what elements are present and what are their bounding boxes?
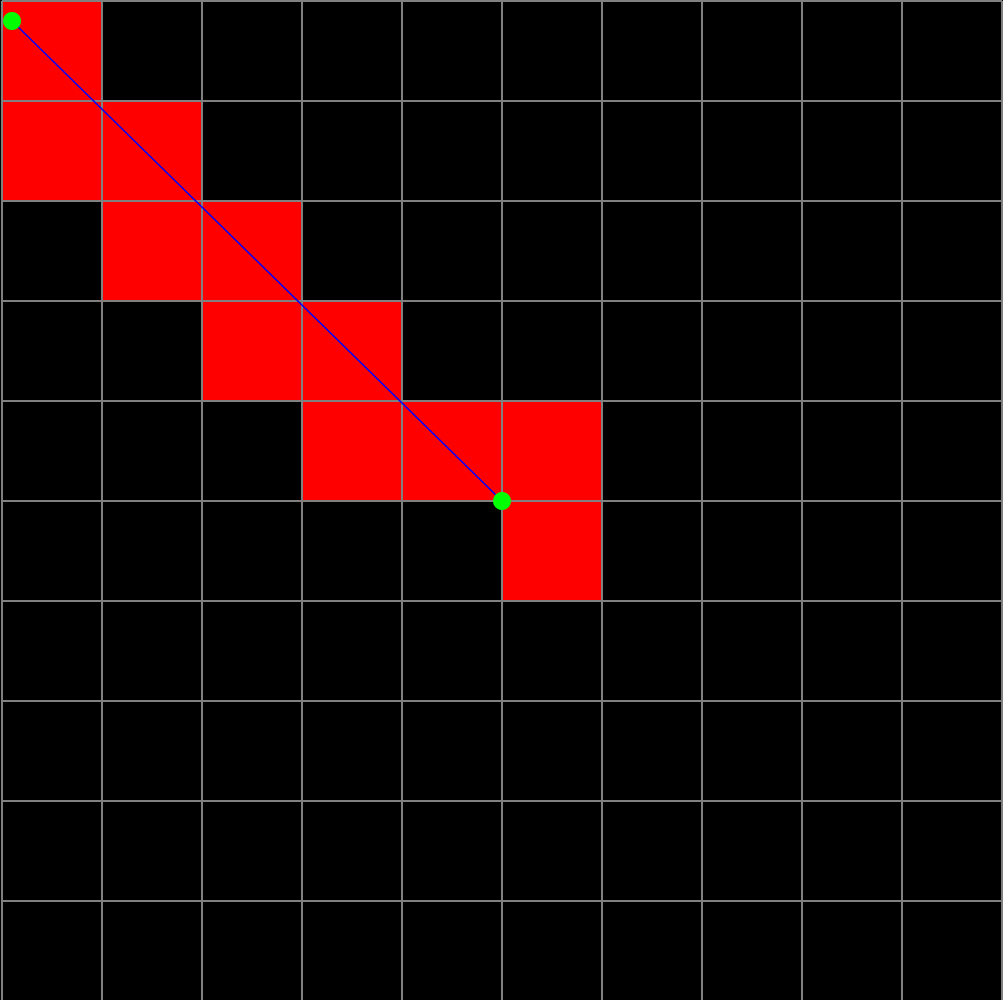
highlighted-cell bbox=[502, 501, 602, 601]
highlighted-cells bbox=[2, 1, 602, 601]
segment bbox=[11, 20, 503, 502]
highlighted-cell bbox=[202, 201, 302, 301]
endpoint-start bbox=[3, 12, 21, 30]
highlighted-cell bbox=[102, 201, 202, 301]
endpoints bbox=[3, 12, 511, 510]
highlighted-cell bbox=[102, 101, 202, 201]
highlighted-cell bbox=[2, 101, 102, 201]
highlighted-cell bbox=[502, 401, 602, 501]
highlighted-cell bbox=[202, 301, 302, 401]
highlighted-cell bbox=[302, 401, 402, 501]
highlighted-cell bbox=[302, 301, 402, 401]
segment-line bbox=[11, 20, 503, 502]
endpoint-end bbox=[493, 492, 511, 510]
